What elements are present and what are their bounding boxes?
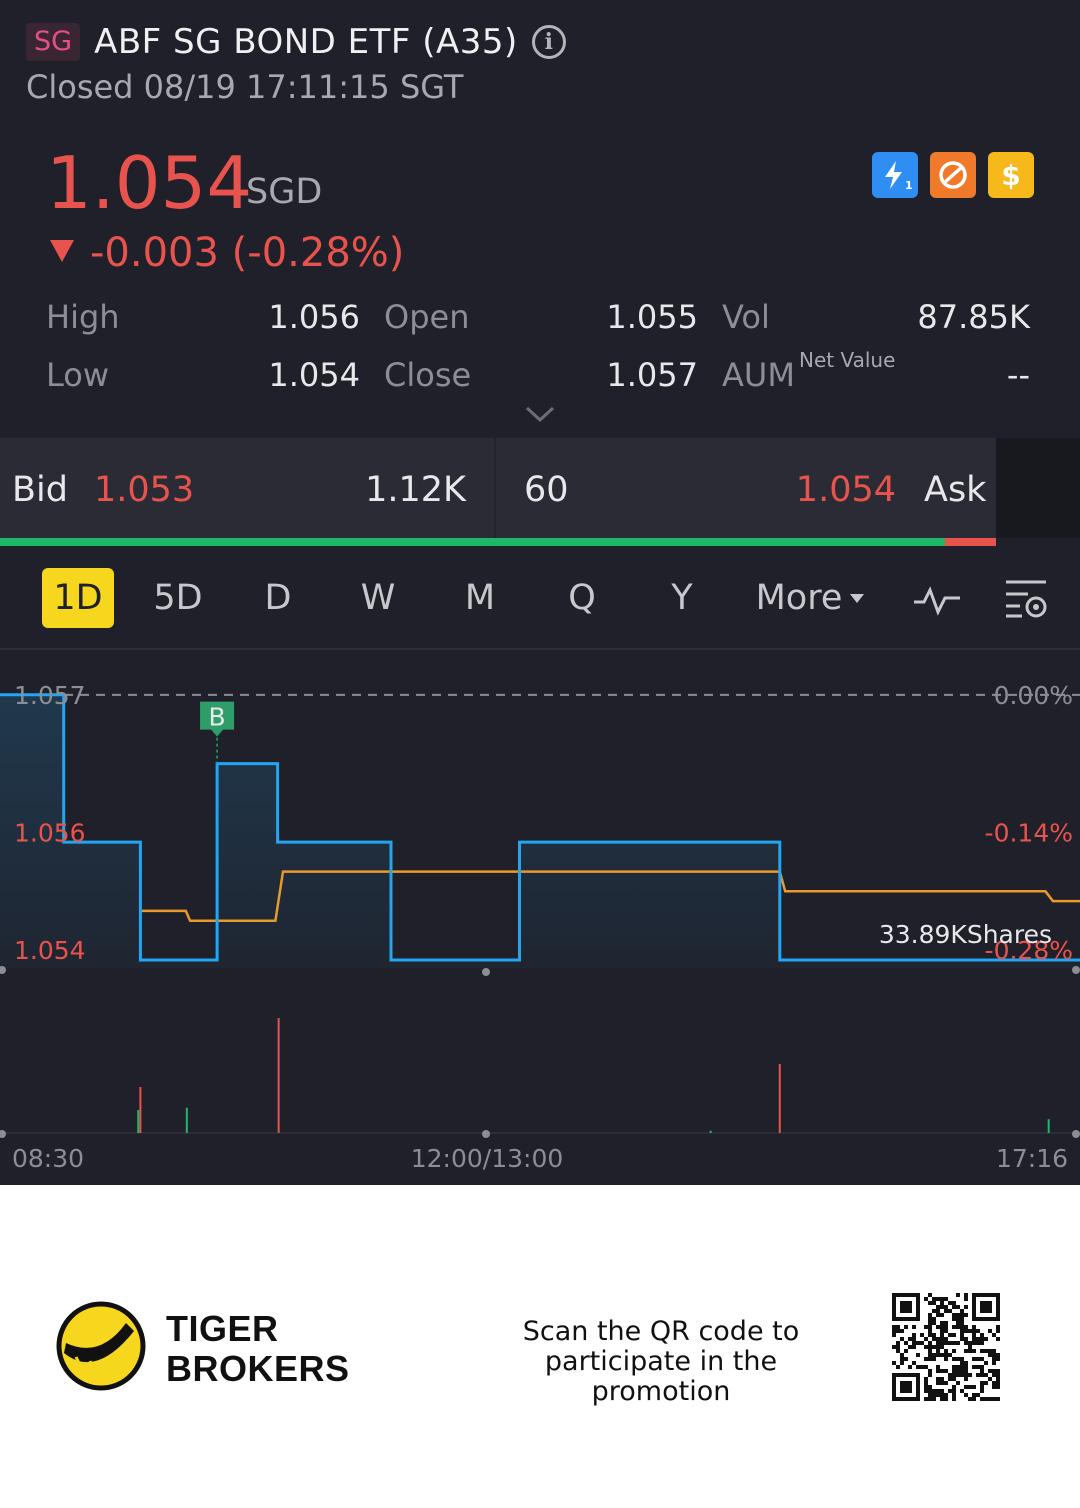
- last-price: 1.054: [46, 141, 253, 225]
- tab-m[interactable]: M: [464, 578, 496, 618]
- price-tick-label: 1.057: [14, 681, 86, 710]
- brand-line-1: TIGER: [166, 1308, 279, 1349]
- tab-y[interactable]: Y: [671, 578, 693, 618]
- promo-footer: TIGER BROKERS Scan the QR code to partic…: [0, 1185, 1080, 1508]
- vol-value: 87.85K: [917, 298, 1030, 336]
- pct-tick-label: -0.14%: [985, 818, 1073, 847]
- open-label: Open: [384, 298, 470, 336]
- tab-more[interactable]: More: [752, 568, 868, 628]
- pct-tick-label: -0.28%: [985, 936, 1073, 965]
- chevron-down-icon[interactable]: [524, 404, 556, 424]
- qr-code-icon[interactable]: [892, 1293, 1000, 1401]
- open-value: 1.055: [606, 298, 698, 336]
- price-tick-label: 1.056: [14, 818, 86, 847]
- tab-1d[interactable]: 1D: [42, 568, 114, 628]
- net-value-label: Net Value: [799, 348, 896, 372]
- page-title: ABF SG BOND ETF (A35): [94, 22, 518, 62]
- compass-icon[interactable]: [930, 152, 976, 198]
- info-icon[interactable]: i: [531, 25, 566, 59]
- price-change: -0.003 (-0.28%): [50, 230, 404, 276]
- svg-text:1: 1: [905, 179, 912, 192]
- tab-5d[interactable]: 5D: [153, 578, 203, 618]
- tab-d[interactable]: D: [264, 578, 292, 618]
- chart-dot: [482, 1130, 490, 1138]
- bid-ratio-fill: [0, 538, 946, 546]
- price-area: [0, 694, 1080, 968]
- brand-line-2: BROKERS: [166, 1348, 350, 1389]
- feature-badges: 1 $: [872, 152, 1034, 198]
- volume-annotation: 33.89KShares: [879, 920, 1052, 949]
- vol-label: Vol: [722, 298, 770, 336]
- bid-price: 1.053: [94, 470, 195, 510]
- high-label: High: [46, 298, 120, 336]
- chart-dot: [482, 968, 490, 976]
- order-book-bar: [0, 438, 996, 538]
- market-badge: SG: [26, 23, 81, 61]
- currency: SGD: [246, 172, 323, 212]
- buy-marker[interactable]: [200, 701, 235, 737]
- tiger-logo: [56, 1301, 146, 1391]
- chart-dot: [1072, 1130, 1080, 1138]
- price-tick-label: 1.054: [14, 936, 86, 965]
- chart-settings-icon[interactable]: [1002, 576, 1050, 622]
- average-price-line: [140, 870, 1080, 922]
- ask-price: 1.054: [795, 470, 896, 510]
- low-value: 1.054: [268, 356, 360, 394]
- high-value: 1.056: [268, 298, 360, 336]
- tab-q[interactable]: Q: [568, 578, 596, 618]
- time-tick-label: 08:30: [12, 1144, 84, 1173]
- caret-down-icon: [850, 593, 865, 603]
- price-line: [0, 693, 1080, 962]
- time-tick-label: 17:16: [996, 1144, 1068, 1173]
- tab-more-label: More: [755, 578, 843, 618]
- indicator-icon[interactable]: [912, 582, 962, 618]
- buy-marker-label: B: [209, 703, 226, 732]
- time-tick-label: 12:00/13:00: [411, 1144, 564, 1173]
- down-triangle-icon: [50, 240, 74, 262]
- tab-w[interactable]: W: [360, 578, 396, 618]
- low-label: Low: [46, 356, 110, 394]
- close-value: 1.057: [606, 356, 698, 394]
- market-status: Closed 08/19 17:11:15 SGT: [26, 68, 464, 106]
- header: SG ABF SG BOND ETF (A35) i: [26, 18, 566, 66]
- ask-label: Ask: [924, 470, 987, 510]
- period-tabs: 1D 5D D W M Q Y More: [0, 560, 1080, 640]
- bid-ask-ratio-bar: [0, 538, 996, 546]
- bid-label: Bid: [12, 470, 68, 510]
- chart-dot: [0, 966, 6, 974]
- pct-tick-label: 0.00%: [994, 681, 1073, 710]
- promo-text: Scan the QR code to participate in the p…: [522, 1316, 800, 1407]
- lightning-1-icon[interactable]: 1: [872, 152, 918, 198]
- aum-label: AUM: [722, 356, 795, 394]
- chart-dot: [0, 1130, 6, 1138]
- ask-size: 60: [524, 470, 569, 510]
- dollar-icon[interactable]: $: [988, 152, 1034, 198]
- brand-name: TIGER BROKERS: [166, 1309, 350, 1389]
- close-label: Close: [384, 356, 472, 394]
- quote-screen: SG ABF SG BOND ETF (A35) i Closed 08/19 …: [0, 0, 1080, 1185]
- price-change-value: -0.003 (-0.28%): [90, 230, 405, 276]
- bid-size: 1.12K: [365, 470, 466, 510]
- aum-value: --: [1006, 356, 1030, 394]
- intraday-chart[interactable]: B 1.057 0.00% 1.056 -0.14% 1.054 -0.28%33.89K…: [0, 650, 1080, 1185]
